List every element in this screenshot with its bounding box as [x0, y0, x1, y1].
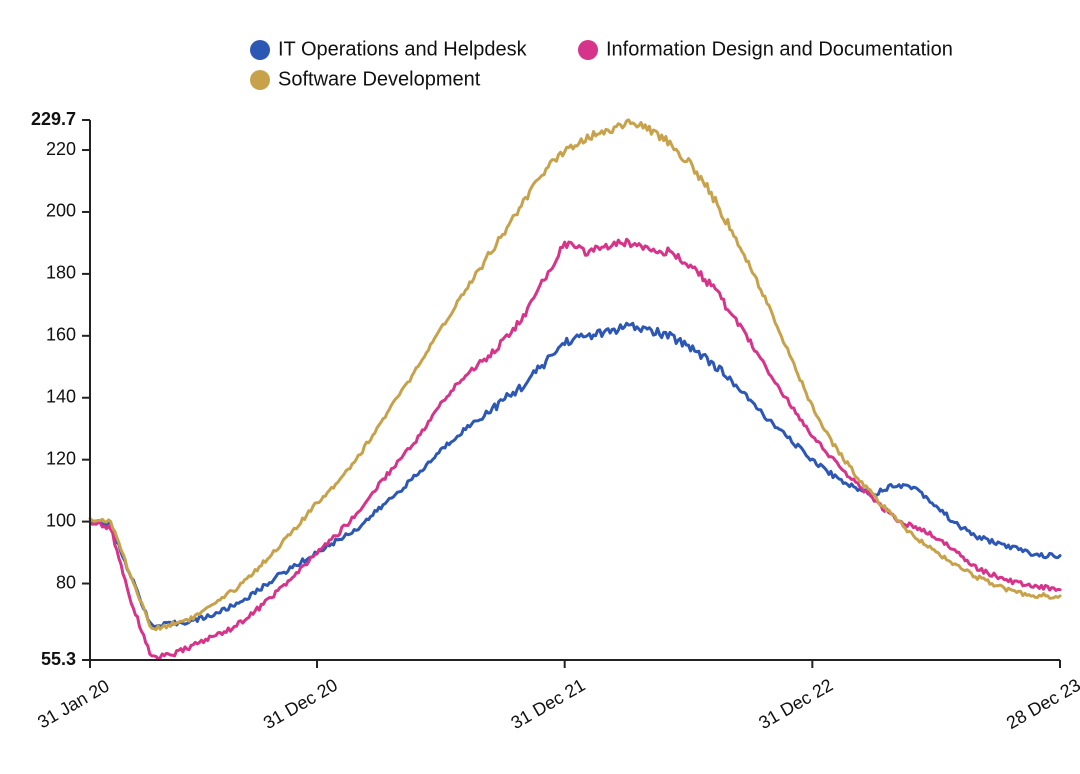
line-chart: 55.380100120140160180200220229.731 Jan 2… — [0, 0, 1080, 774]
y-tick-label: 200 — [46, 201, 76, 221]
legend-label: Software Development — [278, 68, 481, 90]
legend-dot — [250, 70, 270, 90]
chart-container: 55.380100120140160180200220229.731 Jan 2… — [0, 0, 1080, 774]
y-tick-label: 140 — [46, 386, 76, 406]
legend-label: IT Operations and Helpdesk — [278, 38, 528, 60]
y-tick-label: 100 — [46, 510, 76, 530]
y-tick-label: 220 — [46, 139, 76, 159]
y-tick-label: 160 — [46, 325, 76, 345]
y-tick-label: 180 — [46, 263, 76, 283]
legend-dot — [578, 40, 598, 60]
y-tick-label: 120 — [46, 448, 76, 468]
y-tick-label: 80 — [56, 572, 76, 592]
legend-dot — [250, 40, 270, 60]
legend-label: Information Design and Documentation — [606, 38, 953, 60]
y-tick-label: 55.3 — [41, 649, 76, 669]
y-tick-label: 229.7 — [31, 109, 76, 129]
